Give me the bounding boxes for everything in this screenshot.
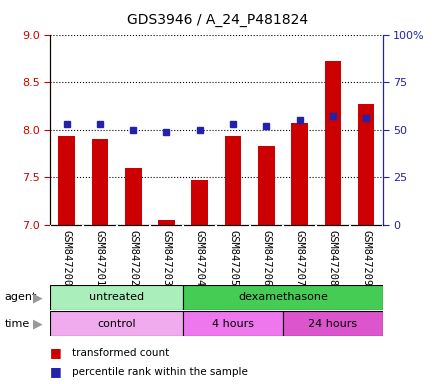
Text: GSM847204: GSM847204: [194, 230, 204, 286]
Bar: [50, 285, 183, 310]
Bar: [50, 311, 183, 336]
Text: ▶: ▶: [33, 317, 43, 330]
Text: time: time: [4, 318, 30, 329]
Text: control: control: [97, 318, 135, 329]
Text: GSM847207: GSM847207: [294, 230, 304, 286]
Bar: [191, 180, 207, 225]
Bar: [92, 139, 108, 225]
Text: dexamethasone: dexamethasone: [237, 292, 327, 303]
Bar: [183, 311, 283, 336]
Text: agent: agent: [4, 292, 36, 303]
Text: GSM847202: GSM847202: [128, 230, 138, 286]
Bar: [357, 104, 374, 225]
Bar: [283, 311, 382, 336]
Text: ▶: ▶: [33, 291, 43, 304]
Bar: [291, 123, 307, 225]
Text: ■: ■: [50, 346, 62, 359]
Bar: [257, 146, 274, 225]
Text: 24 hours: 24 hours: [308, 318, 357, 329]
Text: GSM847201: GSM847201: [95, 230, 105, 286]
Text: GSM847203: GSM847203: [161, 230, 171, 286]
Text: percentile rank within the sample: percentile rank within the sample: [72, 367, 247, 377]
Bar: [324, 61, 340, 225]
Bar: [58, 136, 75, 225]
Text: untreated: untreated: [89, 292, 144, 303]
Text: 4 hours: 4 hours: [211, 318, 253, 329]
Text: GSM847200: GSM847200: [62, 230, 72, 286]
Text: GSM847208: GSM847208: [327, 230, 337, 286]
Bar: [183, 285, 382, 310]
Text: GSM847209: GSM847209: [360, 230, 370, 286]
Text: GSM847205: GSM847205: [227, 230, 237, 286]
Bar: [158, 220, 174, 225]
Bar: [125, 168, 141, 225]
Text: GDS3946 / A_24_P481824: GDS3946 / A_24_P481824: [127, 13, 307, 27]
Text: GSM847206: GSM847206: [261, 230, 271, 286]
Bar: [224, 136, 241, 225]
Text: ■: ■: [50, 365, 62, 378]
Text: transformed count: transformed count: [72, 348, 169, 358]
